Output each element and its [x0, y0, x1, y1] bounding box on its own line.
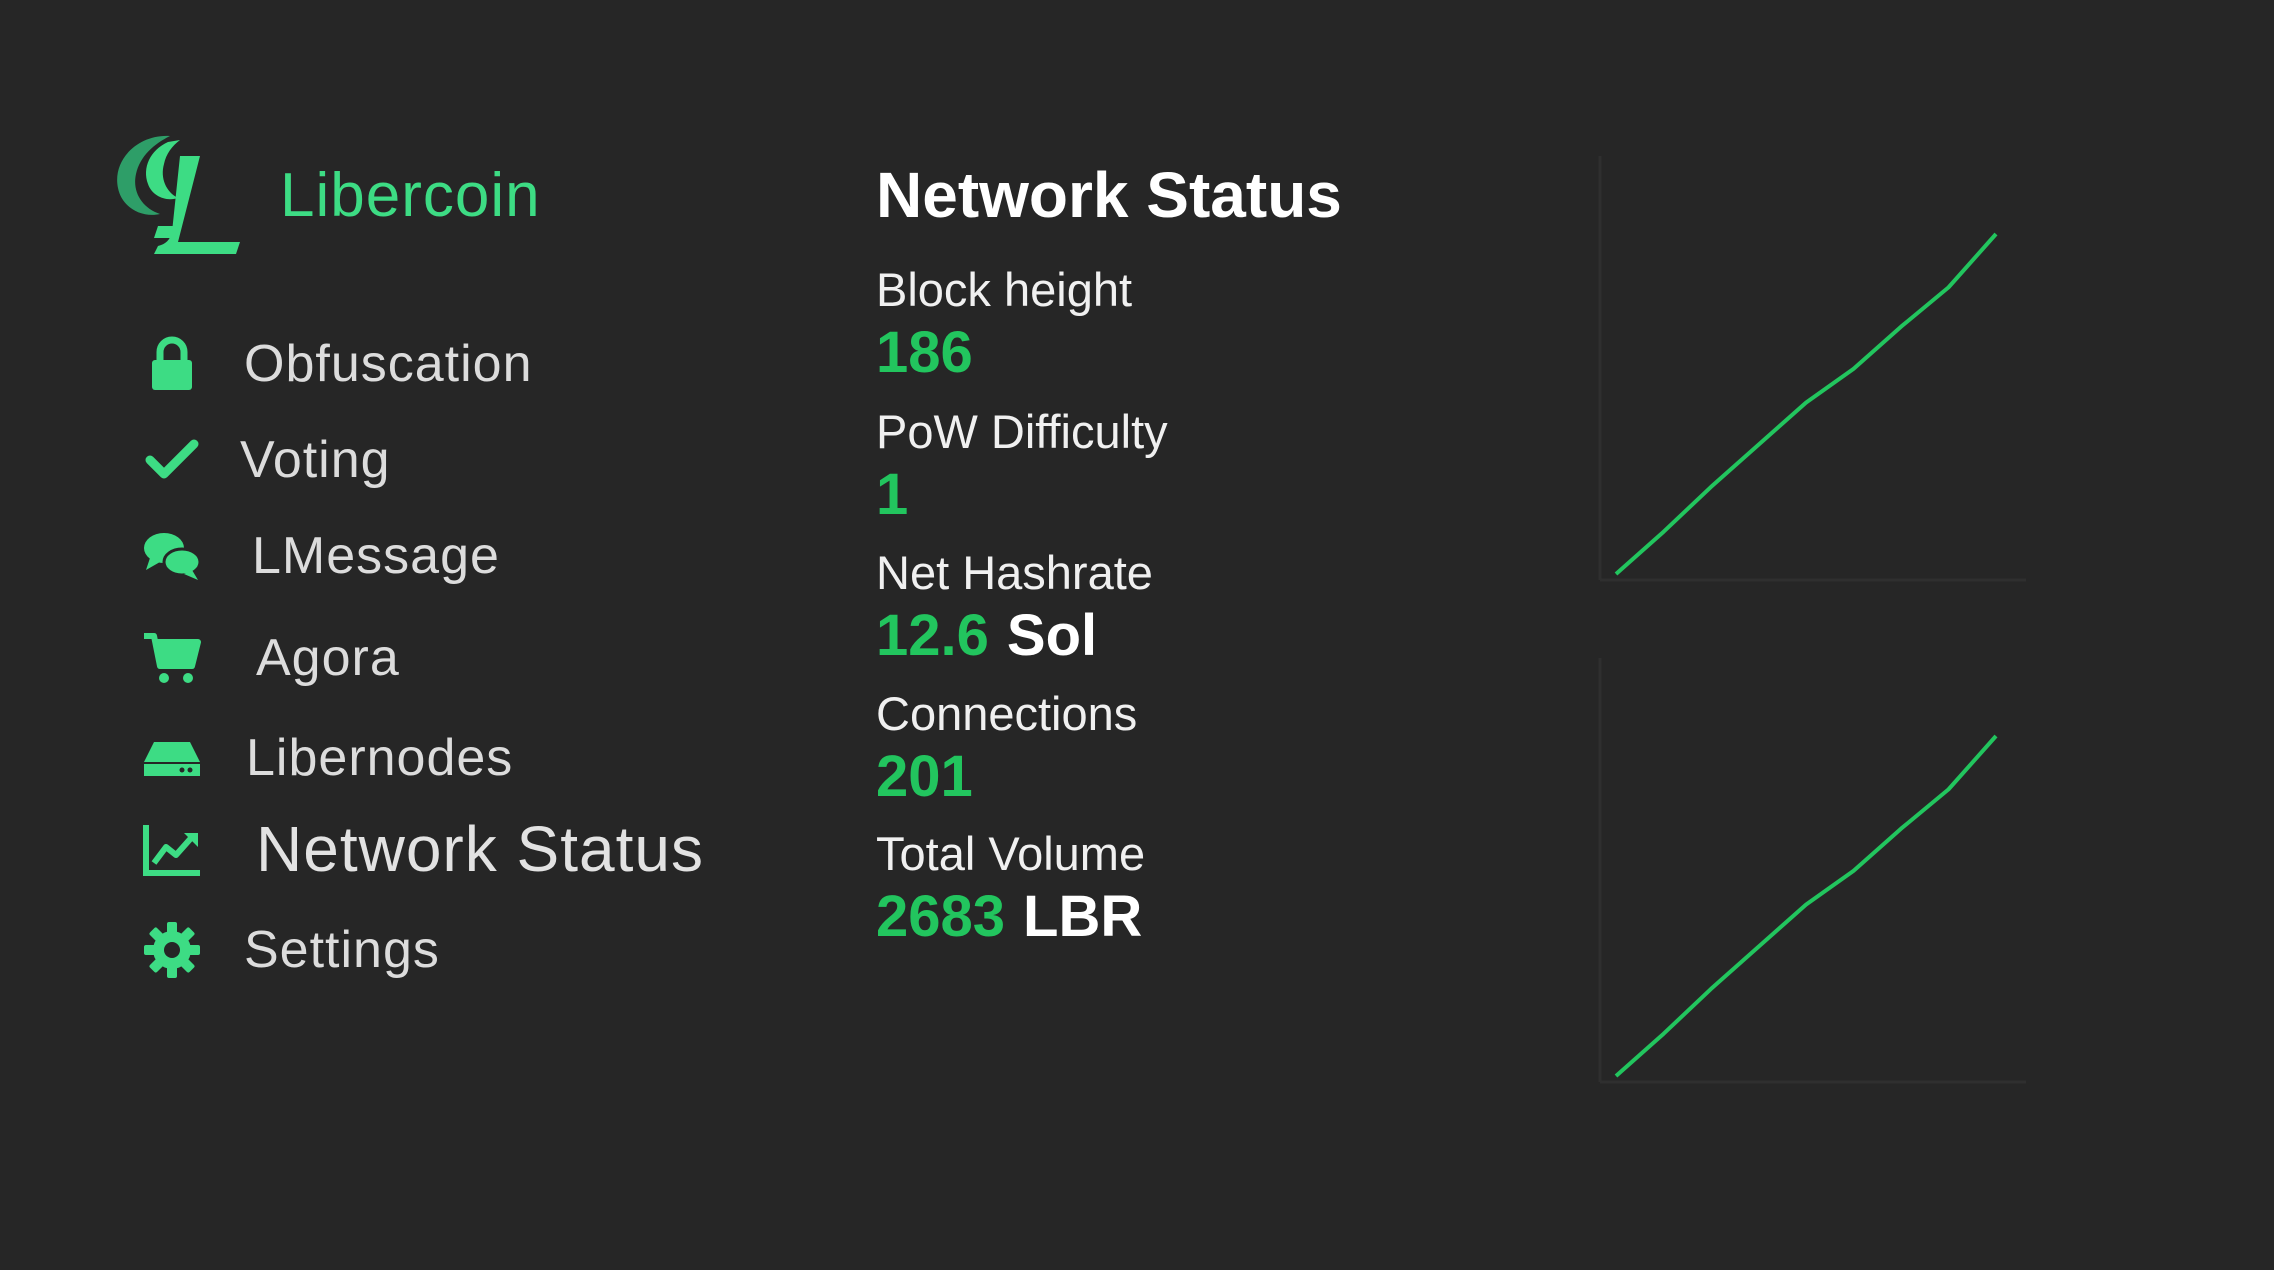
- sidebar-item-label: Obfuscation: [244, 335, 533, 393]
- brand-name: Libercoin: [280, 161, 541, 230]
- sidebar-item-lmessage[interactable]: LMessage: [140, 524, 500, 588]
- stat-label: Block height: [876, 263, 1133, 316]
- volume-chart: [1590, 658, 2030, 1088]
- sidebar-item-label: Libernodes: [246, 729, 514, 787]
- stat-pow-difficulty: PoW Difficulty 1: [876, 404, 1168, 528]
- check-icon: [140, 428, 204, 492]
- sidebar-item-label: Network Status: [256, 813, 704, 885]
- sidebar-item-obfuscation[interactable]: Obfuscation: [140, 332, 533, 396]
- stat-net-hashrate: Net Hashrate 12.6 Sol: [876, 545, 1153, 669]
- sidebar-item-voting[interactable]: Voting: [140, 428, 391, 492]
- stat-number: 2683: [876, 884, 1006, 949]
- sidebar-item-label: Voting: [240, 431, 391, 489]
- stat-unit: LBR: [1023, 884, 1143, 949]
- stat-value: 2683 LBR: [876, 883, 1145, 950]
- sidebar-item-label: Settings: [244, 921, 440, 979]
- sidebar-item-network-status[interactable]: Network Status: [140, 812, 704, 886]
- stat-block-height: Block height 186: [876, 262, 1132, 386]
- stat-label: PoW Difficulty: [876, 405, 1168, 458]
- stat-value: 1: [876, 461, 1168, 528]
- gear-icon: [140, 918, 204, 982]
- line-chart-icon: [140, 817, 204, 881]
- stat-value: 201: [876, 743, 1137, 810]
- sidebar-item-settings[interactable]: Settings: [140, 918, 440, 982]
- stat-total-volume: Total Volume 2683 LBR: [876, 826, 1145, 950]
- hdd-icon: [140, 726, 204, 790]
- cart-icon: [140, 626, 204, 690]
- stat-number: 201: [876, 744, 973, 809]
- sidebar-item-label: LMessage: [252, 527, 500, 585]
- stat-value: 186: [876, 319, 1132, 386]
- libercoin-logo-icon: [117, 135, 240, 254]
- stat-unit: Sol: [1006, 603, 1098, 668]
- lock-icon: [140, 332, 204, 396]
- sidebar-item-agora[interactable]: Agora: [140, 626, 400, 690]
- sidebar-item-label: Agora: [256, 629, 400, 687]
- volume-chart-svg: [1598, 658, 2026, 1084]
- stat-connections: Connections 201: [876, 686, 1137, 810]
- stat-label: Connections: [876, 687, 1138, 740]
- brand[interactable]: Libercoin: [108, 130, 540, 260]
- hashrate-chart: [1590, 156, 2030, 586]
- stat-label: Net Hashrate: [876, 546, 1153, 599]
- hashrate-chart-svg: [1598, 156, 2026, 582]
- sidebar-item-libernodes[interactable]: Libernodes: [140, 726, 513, 790]
- stat-number: 1: [876, 462, 909, 527]
- page-title: Network Status: [876, 159, 1342, 231]
- stat-value: 12.6 Sol: [876, 602, 1153, 669]
- series-line: [1614, 232, 1998, 576]
- series-line: [1614, 734, 1998, 1078]
- chat-bubbles-icon: [140, 524, 204, 588]
- stat-label: Total Volume: [876, 827, 1146, 880]
- stat-number: 186: [876, 320, 973, 385]
- stat-number: 12.6: [876, 603, 989, 668]
